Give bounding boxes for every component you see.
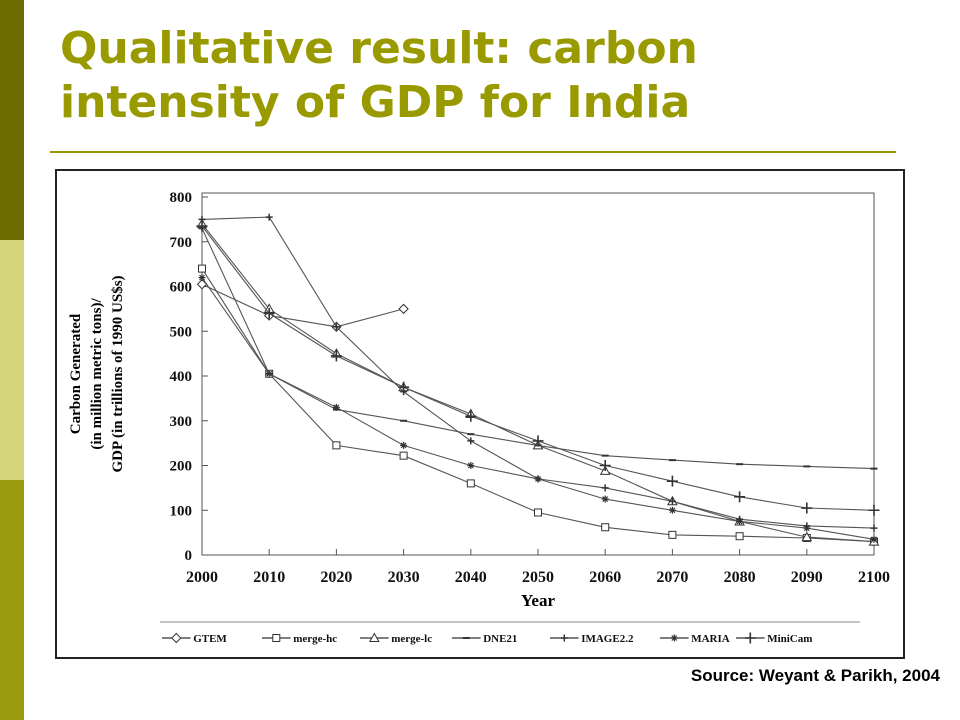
slide-title: Qualitative result: carbon intensity of … — [60, 22, 920, 130]
y-tick-label-5: 500 — [170, 324, 193, 340]
series-5-point-2 — [332, 403, 340, 411]
y-axis-label: Carbon Generated (in million metric tons… — [68, 275, 126, 472]
series-5-point-9 — [803, 524, 811, 532]
series-5-point-0 — [198, 274, 206, 282]
series-minicam — [196, 220, 880, 516]
series-6-point-3 — [398, 381, 410, 393]
decor-bar-light — [0, 240, 24, 480]
series-5-point-3 — [400, 441, 408, 449]
series-4-point-10 — [870, 524, 878, 532]
x-tick-label-6: 2060 — [589, 569, 621, 586]
series-6-point-4 — [465, 410, 477, 422]
y-tick-label-6: 600 — [170, 280, 193, 296]
series-1-point-2 — [332, 441, 341, 450]
slide-title-line-1: Qualitative result: carbon — [60, 23, 698, 74]
legend-marker-6 — [744, 632, 756, 644]
legend-marker-4 — [560, 634, 568, 642]
series-1-point-5 — [534, 508, 542, 517]
series-5-point-7 — [668, 506, 676, 514]
x-tick-label-2: 2020 — [320, 569, 352, 586]
series-1-point-7 — [668, 530, 677, 539]
series-1-point-0 — [198, 264, 206, 273]
series-4-point-4 — [467, 437, 475, 445]
series-6-point-5 — [532, 435, 544, 447]
series-4-point-1 — [265, 213, 273, 221]
x-tick-label-10: 2100 — [858, 569, 890, 586]
series-6-point-7 — [666, 475, 678, 487]
legend-marker-0 — [171, 632, 182, 644]
y-tick-label-3: 300 — [170, 414, 193, 430]
source-citation: Source: Weyant & Parikh, 2004 — [690, 666, 940, 685]
series-6-point-6 — [599, 460, 611, 471]
title-rule — [50, 151, 896, 153]
series-1-point-6 — [601, 523, 610, 532]
chart-frame — [55, 169, 905, 659]
legend-label-3: DNE21 — [483, 633, 517, 645]
legend-label-4: IMAGE2.2 — [581, 633, 634, 645]
y-tick-label-2: 200 — [170, 459, 193, 475]
series-0-point-3 — [398, 303, 409, 315]
series-6-point-9 — [801, 502, 813, 514]
y-axis-label-line-2: (in million metric tons)/ — [89, 298, 105, 450]
x-axis-label: Year — [521, 591, 555, 610]
series-5-point-6 — [601, 495, 609, 503]
legend-label-5: MARIA — [691, 633, 730, 645]
legend-marker-2 — [368, 632, 380, 642]
series-4-point-7 — [668, 497, 676, 505]
legend-marker-1 — [272, 634, 281, 642]
decor-bar-mid — [0, 480, 24, 720]
y-tick-label-1: 100 — [170, 503, 193, 519]
x-tick-label-4: 2040 — [455, 569, 487, 586]
series-1-point-3 — [399, 451, 408, 460]
y-axis-label-line-3: GDP (in trillions of 1990 US$s) — [110, 275, 126, 472]
series-5-point-5 — [534, 475, 542, 483]
series-6-point-2 — [330, 350, 342, 362]
slide-title-line-2: intensity of GDP for India — [60, 77, 691, 128]
series-5-point-10 — [870, 535, 878, 543]
series-6-point-8 — [734, 491, 746, 503]
x-tick-label-8: 2080 — [724, 569, 756, 586]
legend-label-2: merge-lc — [391, 633, 432, 645]
chart-generated-content: 0 100 200 300 400 500 600 700 800 2000 2010 2020 203… — [162, 190, 890, 645]
legend-marker-5 — [670, 634, 678, 642]
x-tick-label-9: 2090 — [791, 569, 823, 586]
legend-label-0: GTEM — [193, 633, 227, 645]
x-tick-label-3: 2030 — [388, 569, 420, 586]
x-tick-label-1: 2010 — [253, 569, 285, 586]
decor-bar-dark — [0, 0, 24, 240]
series-6-point-1 — [263, 307, 275, 319]
legend-label-1: merge-hc — [293, 633, 337, 645]
series-5-point-8 — [736, 517, 744, 525]
series-1-point-4 — [466, 479, 475, 488]
series-2-point-9 — [801, 531, 813, 542]
legend: GTEM merge-hc merge-lc DNE21 IMAGE2.2 MARIA Mi… — [162, 632, 812, 645]
series-4-point-2 — [332, 323, 340, 331]
series-5-point-1 — [265, 370, 273, 378]
y-tick-label-4: 400 — [170, 369, 193, 385]
series-6-point-10 — [868, 504, 880, 516]
x-tick-label-7: 2070 — [656, 569, 688, 586]
y-tick-label-8: 800 — [170, 190, 193, 206]
series-4-point-6 — [601, 484, 609, 492]
x-tick-label-0: 2000 — [186, 569, 218, 586]
legend-label-6: MiniCam — [767, 633, 812, 645]
y-tick-label-0: 0 — [185, 548, 193, 564]
x-tick-label-5: 2050 — [522, 569, 554, 586]
series-1-point-8 — [735, 532, 744, 541]
y-axis-label-line-1: Carbon Generated — [68, 313, 84, 434]
series-6-point-0 — [196, 220, 208, 232]
series-maria — [198, 274, 878, 543]
y-tick-label-7: 700 — [170, 235, 193, 251]
series-5-point-4 — [467, 462, 475, 469]
